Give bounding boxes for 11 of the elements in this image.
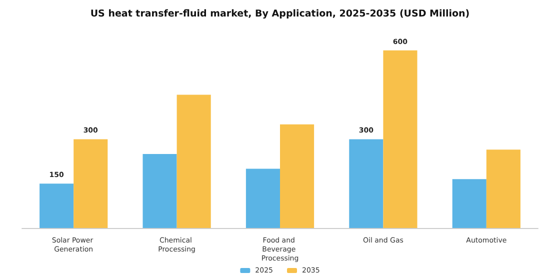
bar: [40, 184, 74, 228]
bar: [349, 139, 384, 228]
bar: [486, 150, 520, 228]
bar: [452, 179, 486, 228]
bar: [246, 168, 280, 228]
chart-title: US heat transfer-fluid market, By Application, 2025-2035 (USD Million): [90, 8, 470, 20]
bar: [142, 154, 177, 228]
bar: [383, 50, 418, 228]
bar: [176, 94, 211, 228]
bar: [280, 124, 314, 228]
bar: [74, 139, 108, 228]
